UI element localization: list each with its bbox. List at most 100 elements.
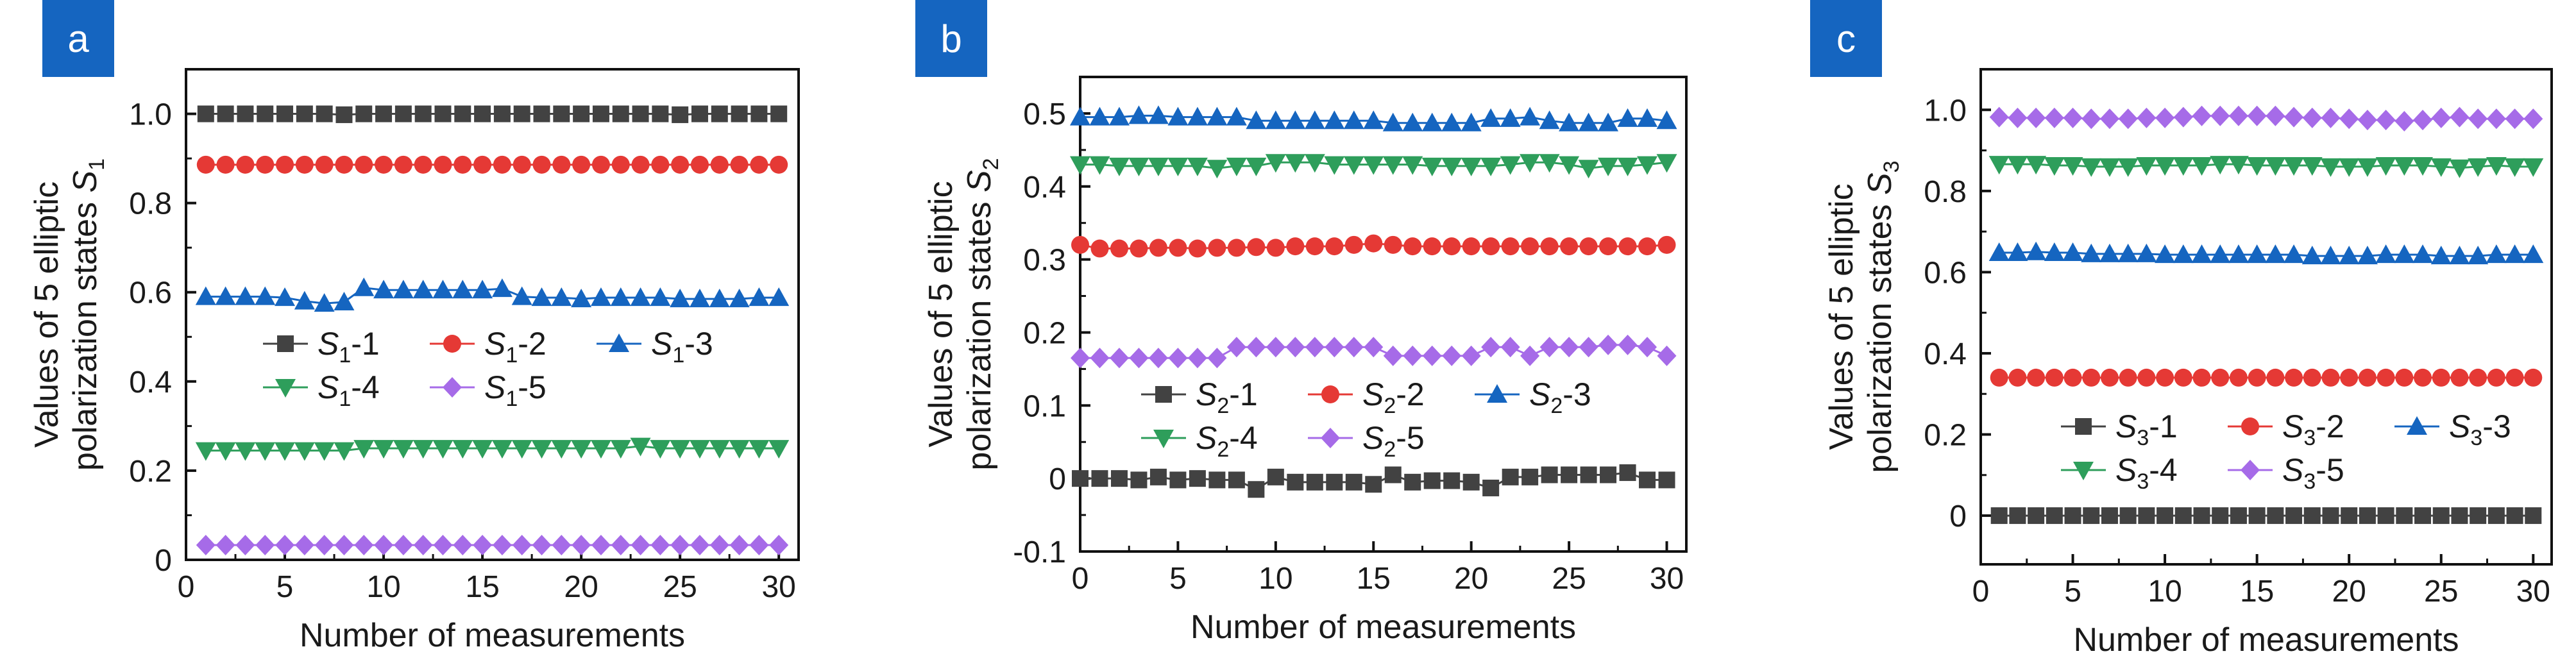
x-tick-label: 20 <box>1454 562 1488 596</box>
data-point <box>1656 110 1677 130</box>
data-point <box>1658 471 1675 489</box>
data-point <box>2099 243 2120 262</box>
data-point <box>610 440 631 459</box>
data-point <box>1344 235 1363 254</box>
data-point <box>2230 507 2247 525</box>
data-point <box>2487 368 2505 387</box>
data-point <box>1304 110 1325 130</box>
data-point <box>650 440 671 459</box>
data-point <box>354 535 374 556</box>
data-point <box>2376 110 2396 131</box>
plot-frame <box>1979 68 2553 566</box>
data-point <box>1990 507 2008 525</box>
data-point <box>709 289 730 308</box>
data-point <box>551 287 572 307</box>
data-point <box>2044 156 2065 176</box>
data-point <box>513 105 530 122</box>
data-point <box>1480 157 1502 176</box>
data-point <box>2320 158 2341 177</box>
data-point <box>1482 479 1500 496</box>
data-point <box>373 280 394 299</box>
data-point <box>353 440 375 459</box>
data-point <box>2045 368 2063 387</box>
data-point <box>2470 507 2487 525</box>
data-point <box>472 280 493 299</box>
x-axis-label: Number of measurements <box>2073 621 2459 659</box>
data-point <box>1090 239 1109 258</box>
data-point <box>473 155 492 174</box>
data-point <box>1189 470 1206 487</box>
data-point <box>2449 246 2470 265</box>
data-point <box>474 105 491 122</box>
data-point <box>2229 368 2248 387</box>
x-tick-label: 15 <box>465 570 499 604</box>
data-point <box>255 535 275 556</box>
data-point <box>689 440 710 459</box>
data-point <box>631 155 650 174</box>
data-point <box>1072 470 1089 487</box>
data-point <box>672 106 689 123</box>
y-tick-label: 1.0 <box>129 98 172 132</box>
data-point <box>1169 471 1187 489</box>
data-point <box>315 155 334 174</box>
x-tick-label: 25 <box>1552 562 1586 596</box>
legend-item: S2-5 <box>1308 420 1425 462</box>
data-point <box>1343 110 1364 130</box>
data-point <box>511 286 532 305</box>
data-point <box>294 535 314 556</box>
plot-frame <box>1079 76 1688 553</box>
legend-marker <box>1487 384 1507 403</box>
data-point <box>314 535 334 556</box>
data-point <box>373 440 394 459</box>
data-point <box>1365 476 1382 493</box>
y-axis-label-line2: polarization states S2 <box>961 158 1003 470</box>
data-point <box>196 155 215 174</box>
data-point <box>731 105 748 122</box>
data-point <box>1617 108 1638 127</box>
x-tick-label: 30 <box>2516 575 2550 609</box>
data-point <box>1559 337 1579 358</box>
series-1 <box>1072 464 1675 498</box>
data-point <box>215 286 236 305</box>
data-point <box>1461 112 1482 131</box>
data-point <box>472 440 493 459</box>
data-point <box>2468 108 2488 130</box>
data-point <box>2063 368 2082 387</box>
data-point <box>335 155 353 174</box>
series-5 <box>1071 334 1677 369</box>
data-point <box>2432 368 2450 387</box>
data-point <box>355 105 373 122</box>
data-point <box>1520 345 1540 366</box>
data-point <box>1561 466 1578 484</box>
data-point <box>1442 345 1462 366</box>
data-point <box>235 286 256 305</box>
data-point <box>1639 471 1656 489</box>
data-point <box>552 155 571 174</box>
data-point <box>1656 154 1677 173</box>
data-point <box>1441 112 1462 131</box>
data-point <box>1423 237 1441 256</box>
data-point <box>630 437 651 457</box>
data-point <box>2486 108 2506 130</box>
data-point <box>1657 235 1676 254</box>
data-point <box>215 442 236 461</box>
data-point <box>2396 507 2413 525</box>
data-point <box>1598 157 1619 176</box>
data-point <box>2210 156 2231 175</box>
data-point <box>770 105 788 122</box>
x-tick-label: 5 <box>1169 562 1187 596</box>
y-tick-label: 0.8 <box>1924 175 1967 209</box>
data-point <box>2064 507 2081 525</box>
data-point <box>216 535 235 556</box>
data-point <box>1403 237 1422 256</box>
data-point <box>1990 368 2008 387</box>
legend-marker <box>1321 385 1339 403</box>
legend-label: S1-1 <box>318 326 380 367</box>
plot-frame <box>185 68 800 561</box>
data-point <box>256 155 275 174</box>
data-point <box>1188 239 1207 258</box>
data-point <box>2081 243 2102 262</box>
data-point <box>2505 368 2524 387</box>
data-point <box>275 535 295 556</box>
data-point <box>2137 368 2156 387</box>
